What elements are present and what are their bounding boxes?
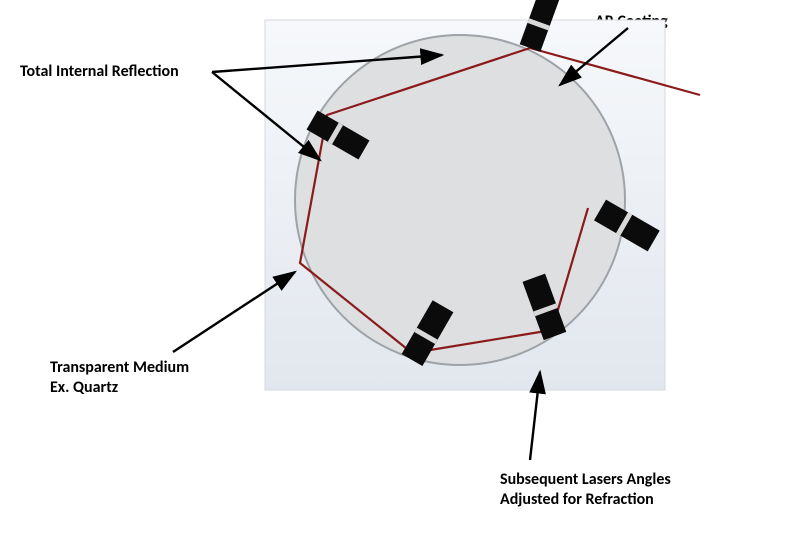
optics-diagram: [0, 0, 800, 533]
